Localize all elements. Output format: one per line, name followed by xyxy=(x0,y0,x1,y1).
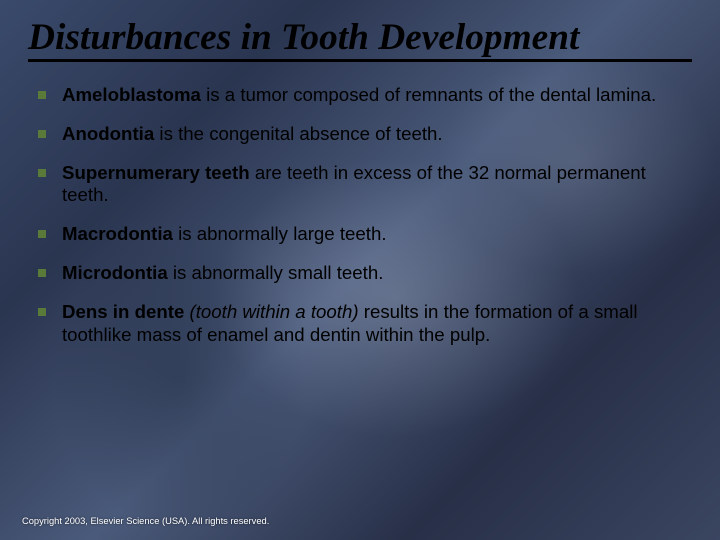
bullet-text: is abnormally large teeth. xyxy=(173,223,387,244)
bullet-term: Supernumerary teeth xyxy=(62,162,250,183)
bullet-term: Ameloblastoma xyxy=(62,84,201,105)
slide: Disturbances in Tooth Development Amelob… xyxy=(0,0,720,540)
bullet-term: Macrodontia xyxy=(62,223,173,244)
slide-title: Disturbances in Tooth Development xyxy=(28,18,692,62)
bullet-text: is abnormally small teeth. xyxy=(168,262,384,283)
bullet-item: Supernumerary teeth are teeth in excess … xyxy=(32,162,692,208)
bullet-item: Microdontia is abnormally small teeth. xyxy=(32,262,692,285)
bullet-term: Anodontia xyxy=(62,123,154,144)
bullet-text: is a tumor composed of remnants of the d… xyxy=(201,84,656,105)
copyright-notice: Copyright 2003, Elsevier Science (USA). … xyxy=(22,516,269,526)
bullet-item: Macrodontia is abnormally large teeth. xyxy=(32,223,692,246)
bullet-item: Dens in dente (tooth within a tooth) res… xyxy=(32,301,692,347)
bullet-item: Ameloblastoma is a tumor composed of rem… xyxy=(32,84,692,107)
bullet-term: Microdontia xyxy=(62,262,168,283)
bullet-item: Anodontia is the congenital absence of t… xyxy=(32,123,692,146)
bullet-text: is the congenital absence of teeth. xyxy=(154,123,442,144)
bullet-parenthetical: (tooth within a tooth) xyxy=(184,301,358,322)
bullet-term: Dens in dente xyxy=(62,301,184,322)
bullet-list: Ameloblastoma is a tumor composed of rem… xyxy=(28,84,692,346)
